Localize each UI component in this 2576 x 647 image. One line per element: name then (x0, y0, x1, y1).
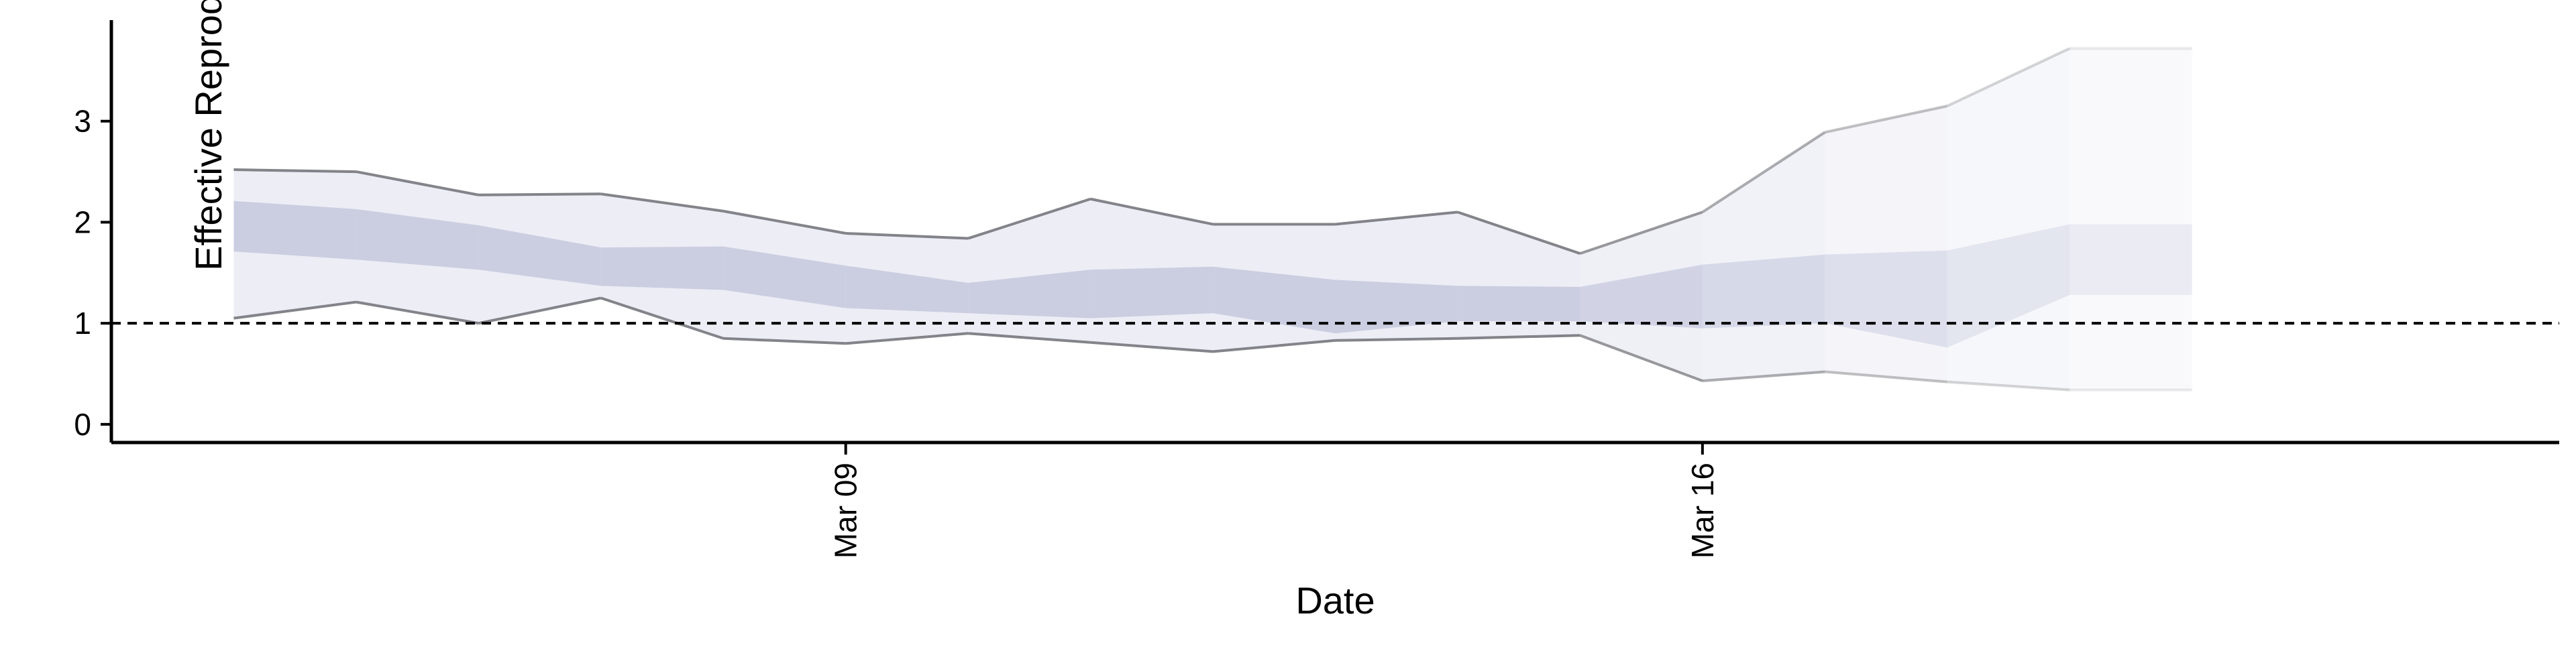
upper-bound-segment (1335, 211, 1458, 226)
upper-bound-segment (233, 168, 356, 174)
band-50-segment (1090, 266, 1214, 318)
band-50-segment (1213, 266, 1336, 334)
band-50-segment (233, 200, 356, 260)
band-50-segment (1702, 254, 1825, 329)
y-tick-label: 0 (74, 407, 91, 442)
x-tick-label: Mar 09 (828, 463, 863, 558)
lower-bound-segment (1947, 380, 2070, 392)
lower-bound-segment (478, 296, 602, 325)
band-50-segment (723, 246, 846, 308)
upper-bound-segment (967, 197, 1091, 240)
upper-bound-segment (478, 192, 601, 196)
upper-bound-segment (722, 209, 847, 235)
band-50-segment (1947, 224, 2070, 348)
lower-bound-segment (845, 332, 969, 345)
y-ticks: 0 1 2 3 (74, 104, 111, 442)
lower-bound-segment (233, 300, 357, 320)
upper-bound-segment (1579, 211, 1703, 255)
lower-bound-segment (968, 332, 1091, 344)
upper-bound-segment (600, 192, 724, 213)
lower-bound-segment (356, 300, 479, 325)
y-tick-label: 1 (74, 306, 91, 341)
y-tick-label: 3 (74, 104, 91, 139)
upper-bound-segment (1090, 197, 1214, 226)
upper-bound-segment (1457, 211, 1581, 255)
lower-bound-segment (1702, 370, 1825, 383)
band-50-segment (478, 225, 601, 286)
lower-bound-segment (600, 296, 724, 340)
lower-bound-segment (1825, 370, 1947, 384)
band-50-segment (600, 246, 724, 290)
upper-bound-segment (1701, 131, 1826, 214)
lower-bound-segment (1579, 334, 1703, 382)
band-90-segment (1825, 106, 1947, 382)
band-90-segment (1947, 48, 2070, 390)
interval-bound-lines (233, 47, 2192, 392)
y-axis-title: Effective Reproduction no. (187, 0, 229, 271)
band-50-segment (845, 266, 969, 314)
y-tick-label: 2 (74, 204, 91, 239)
band-50-segment (1457, 286, 1580, 322)
upper-bound-segment (845, 232, 969, 240)
x-tick-label: Mar 16 (1685, 463, 1720, 558)
lower-bound-segment (723, 337, 846, 345)
band-50-segment (968, 270, 1091, 318)
lower-bound-segment (1090, 341, 1214, 353)
upper-bound-segment (356, 170, 479, 196)
x-axis-title: Date (1295, 579, 1375, 622)
lower-bound-segment (1457, 334, 1580, 340)
lower-bound-segment (1212, 339, 1336, 353)
upper-bound-segment (1824, 105, 1948, 134)
axes (109, 20, 2559, 445)
band-50-segment (1580, 264, 1703, 329)
upper-bound-segment (1946, 47, 2071, 107)
band-90-segment (2070, 48, 2192, 390)
band-90-segment (1702, 132, 1825, 381)
x-ticks: Mar 09 Mar 16 (828, 443, 1720, 558)
band-50-segment (2070, 224, 2192, 295)
band-90-segment (968, 198, 1091, 343)
band-50-segment (356, 209, 479, 270)
band-50-segment (1335, 280, 1458, 334)
lower-bound-segment (1335, 337, 1458, 342)
interval-bands (233, 48, 2192, 390)
